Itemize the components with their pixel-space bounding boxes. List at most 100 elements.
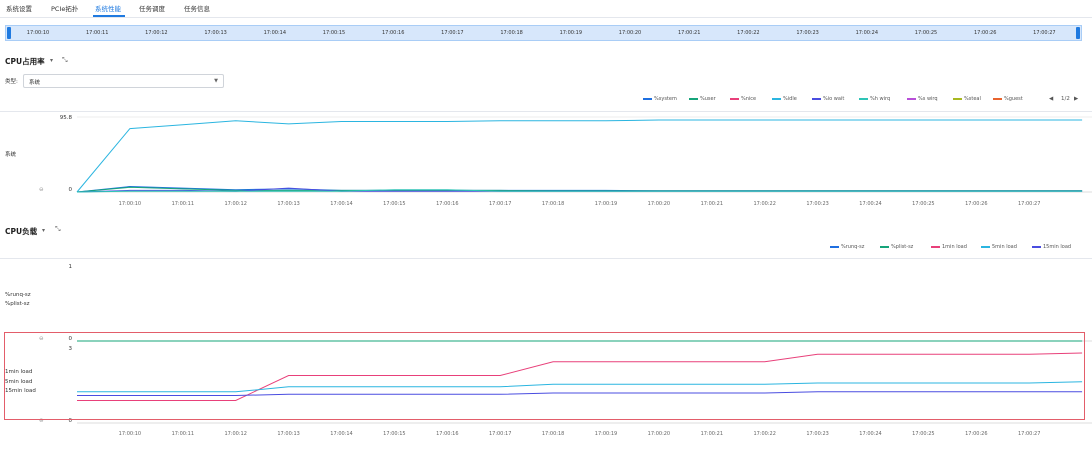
x-tick-label: 17:00:16 — [436, 431, 458, 437]
timeline-tick-label: 17:00:21 — [677, 30, 701, 36]
legend-item[interactable]: %user — [689, 96, 716, 102]
x-tick-label: 17:00:10 — [119, 431, 141, 437]
timeline-tick-label: 17:00:23 — [796, 30, 819, 36]
x-tick-label: 17:00:11 — [172, 431, 194, 437]
type-select[interactable]: 系统 ▼ — [23, 74, 224, 88]
type-select-value: 系统 — [29, 80, 41, 86]
timeline-tick-label: 17:00:20 — [618, 30, 642, 36]
legend-label: %user — [700, 96, 716, 102]
legend-item[interactable]: 15min load — [1032, 244, 1071, 250]
x-tick-label: 17:00:21 — [701, 431, 723, 437]
slider-left-handle[interactable] — [7, 27, 11, 39]
cpu-usage-title: CPU占用率 — [5, 57, 45, 66]
x-tick-label: 17:00:18 — [542, 201, 564, 207]
legend-item[interactable]: %plist-sz — [880, 244, 913, 250]
load-row2-label: 5min load — [5, 378, 33, 385]
timeline-tick-label: 17:00:15 — [322, 30, 346, 36]
legend-item[interactable]: %h wirq — [859, 96, 890, 102]
series-line-h-wirq — [76, 189, 1083, 193]
x-tick-label: 17:00:12 — [224, 431, 246, 437]
tab-4[interactable]: 任务信息 — [184, 5, 210, 13]
y-tick-label: 3 — [69, 346, 73, 352]
series-line-1min-load — [77, 352, 1083, 401]
cpu-load-expand-icon[interactable]: ⤡ — [55, 225, 61, 233]
x-tick-label: 17:00:11 — [172, 201, 194, 207]
cpu-load-collapse-caret[interactable]: ▾ — [42, 227, 46, 234]
timeline-tick-label: 17:00:27 — [1033, 30, 1056, 36]
x-tick-label: 17:00:16 — [436, 201, 458, 207]
legend-item[interactable]: %runq-sz — [830, 244, 864, 250]
legend-swatch — [907, 97, 916, 100]
legend-item[interactable]: %system — [643, 96, 677, 102]
row-marker-icon: ⊖ — [39, 418, 44, 424]
legend-next-icon[interactable]: ▶ — [1074, 96, 1079, 102]
legend-item[interactable]: %io wait — [812, 96, 844, 102]
chevron-down-icon: ▼ — [214, 78, 218, 84]
slider-right-handle[interactable] — [1076, 27, 1080, 39]
legend-pager: 1/2 — [1061, 96, 1070, 102]
legend-item[interactable]: 5min load — [981, 244, 1017, 250]
x-tick-label: 17:00:19 — [595, 431, 617, 437]
timeline-tick-label: 17:00:10 — [26, 30, 50, 36]
cpu-load-title: CPU负载 — [5, 227, 38, 236]
legend-swatch — [993, 97, 1002, 100]
tab-bar: 系统设置 PCIe拓扑 系统性能 任务调度 任务信息 — [0, 0, 1092, 18]
legend-swatch — [981, 245, 990, 248]
timeline-tick-label: 17:00:26 — [973, 30, 997, 36]
legend-label: %nice — [741, 96, 757, 102]
legend-label: %io wait — [823, 96, 845, 102]
cpu-usage-expand-icon[interactable]: ⤡ — [62, 56, 68, 64]
tab-3[interactable]: 任务调度 — [139, 5, 165, 13]
legend-item[interactable]: %guest — [993, 96, 1023, 102]
x-tick-label: 17:00:14 — [330, 201, 352, 207]
x-tick-label: 17:00:13 — [277, 201, 299, 207]
timeline-tick-label: 17:00:18 — [500, 30, 523, 36]
cpu-usage-chart: 95.8 0 17:00:10 17:00:11 17:00:12 17:00:13 17:… — [60, 115, 1092, 207]
legend-label: %s wirq — [918, 96, 938, 102]
timeline-tick-label: 17:00:17 — [441, 30, 464, 36]
timeline-tick-label: 17:00:22 — [737, 30, 760, 36]
x-tick-label: 17:00:24 — [859, 201, 881, 207]
tab-2[interactable]: 系统性能 — [95, 5, 121, 13]
x-tick-label: 17:00:13 — [277, 431, 299, 437]
legend-item[interactable]: %nice — [730, 96, 756, 102]
legend-label: %h wirq — [870, 96, 891, 102]
x-tick-label: 17:00:14 — [330, 431, 352, 437]
y-tick-label: 0 — [69, 336, 73, 342]
x-tick-label: 17:00:25 — [912, 201, 934, 207]
x-tick-label: 17:00:20 — [648, 431, 670, 437]
timeline-tick-label: 17:00:12 — [145, 30, 168, 36]
load-row1-label: %plist-sz — [5, 301, 30, 307]
x-tick-label: 17:00:27 — [1018, 201, 1040, 207]
x-tick-label: 17:00:21 — [701, 201, 723, 207]
time-range-slider[interactable]: 17:00:10 17:00:11 17:00:12 17:00:13 17:00:14… — [5, 25, 1082, 41]
legend-label: %system — [654, 96, 677, 102]
x-tick-label: 17:00:22 — [753, 201, 775, 207]
timeline-tick-label: 17:00:16 — [381, 30, 405, 36]
legend-item[interactable]: %steal — [953, 96, 981, 102]
legend-label: %guest — [1004, 96, 1023, 102]
legend-swatch — [689, 97, 698, 100]
cpu-usage-row-label: 系统 — [5, 152, 17, 158]
legend-item[interactable]: %s wirq — [907, 96, 938, 102]
x-tick-label: 17:00:12 — [224, 201, 246, 207]
x-tick-label: 17:00:17 — [489, 431, 511, 437]
legend-prev-icon[interactable]: ◀ — [1049, 96, 1054, 102]
type-label: 类型: — [5, 79, 18, 85]
tab-1[interactable]: PCIe拓扑 — [51, 5, 79, 13]
legend-swatch — [772, 97, 781, 100]
legend-label: 1min load — [942, 244, 967, 250]
row-marker-icon: ⊖ — [39, 187, 44, 193]
load-row1-label: %runq-sz — [5, 292, 31, 298]
legend-item[interactable]: %idle — [772, 96, 797, 102]
legend-swatch — [830, 245, 839, 248]
legend-item[interactable]: 1min load — [931, 244, 967, 250]
cpu-usage-collapse-caret[interactable]: ▾ — [50, 57, 54, 64]
legend-label: 15min load — [1043, 244, 1072, 250]
x-tick-label: 17:00:15 — [383, 201, 405, 207]
legend-swatch — [931, 245, 940, 248]
timeline-tick-label: 17:00:14 — [263, 30, 287, 36]
tab-0[interactable]: 系统设置 — [6, 5, 32, 13]
series-line-idle — [76, 119, 1083, 193]
legend-swatch — [1032, 245, 1041, 248]
